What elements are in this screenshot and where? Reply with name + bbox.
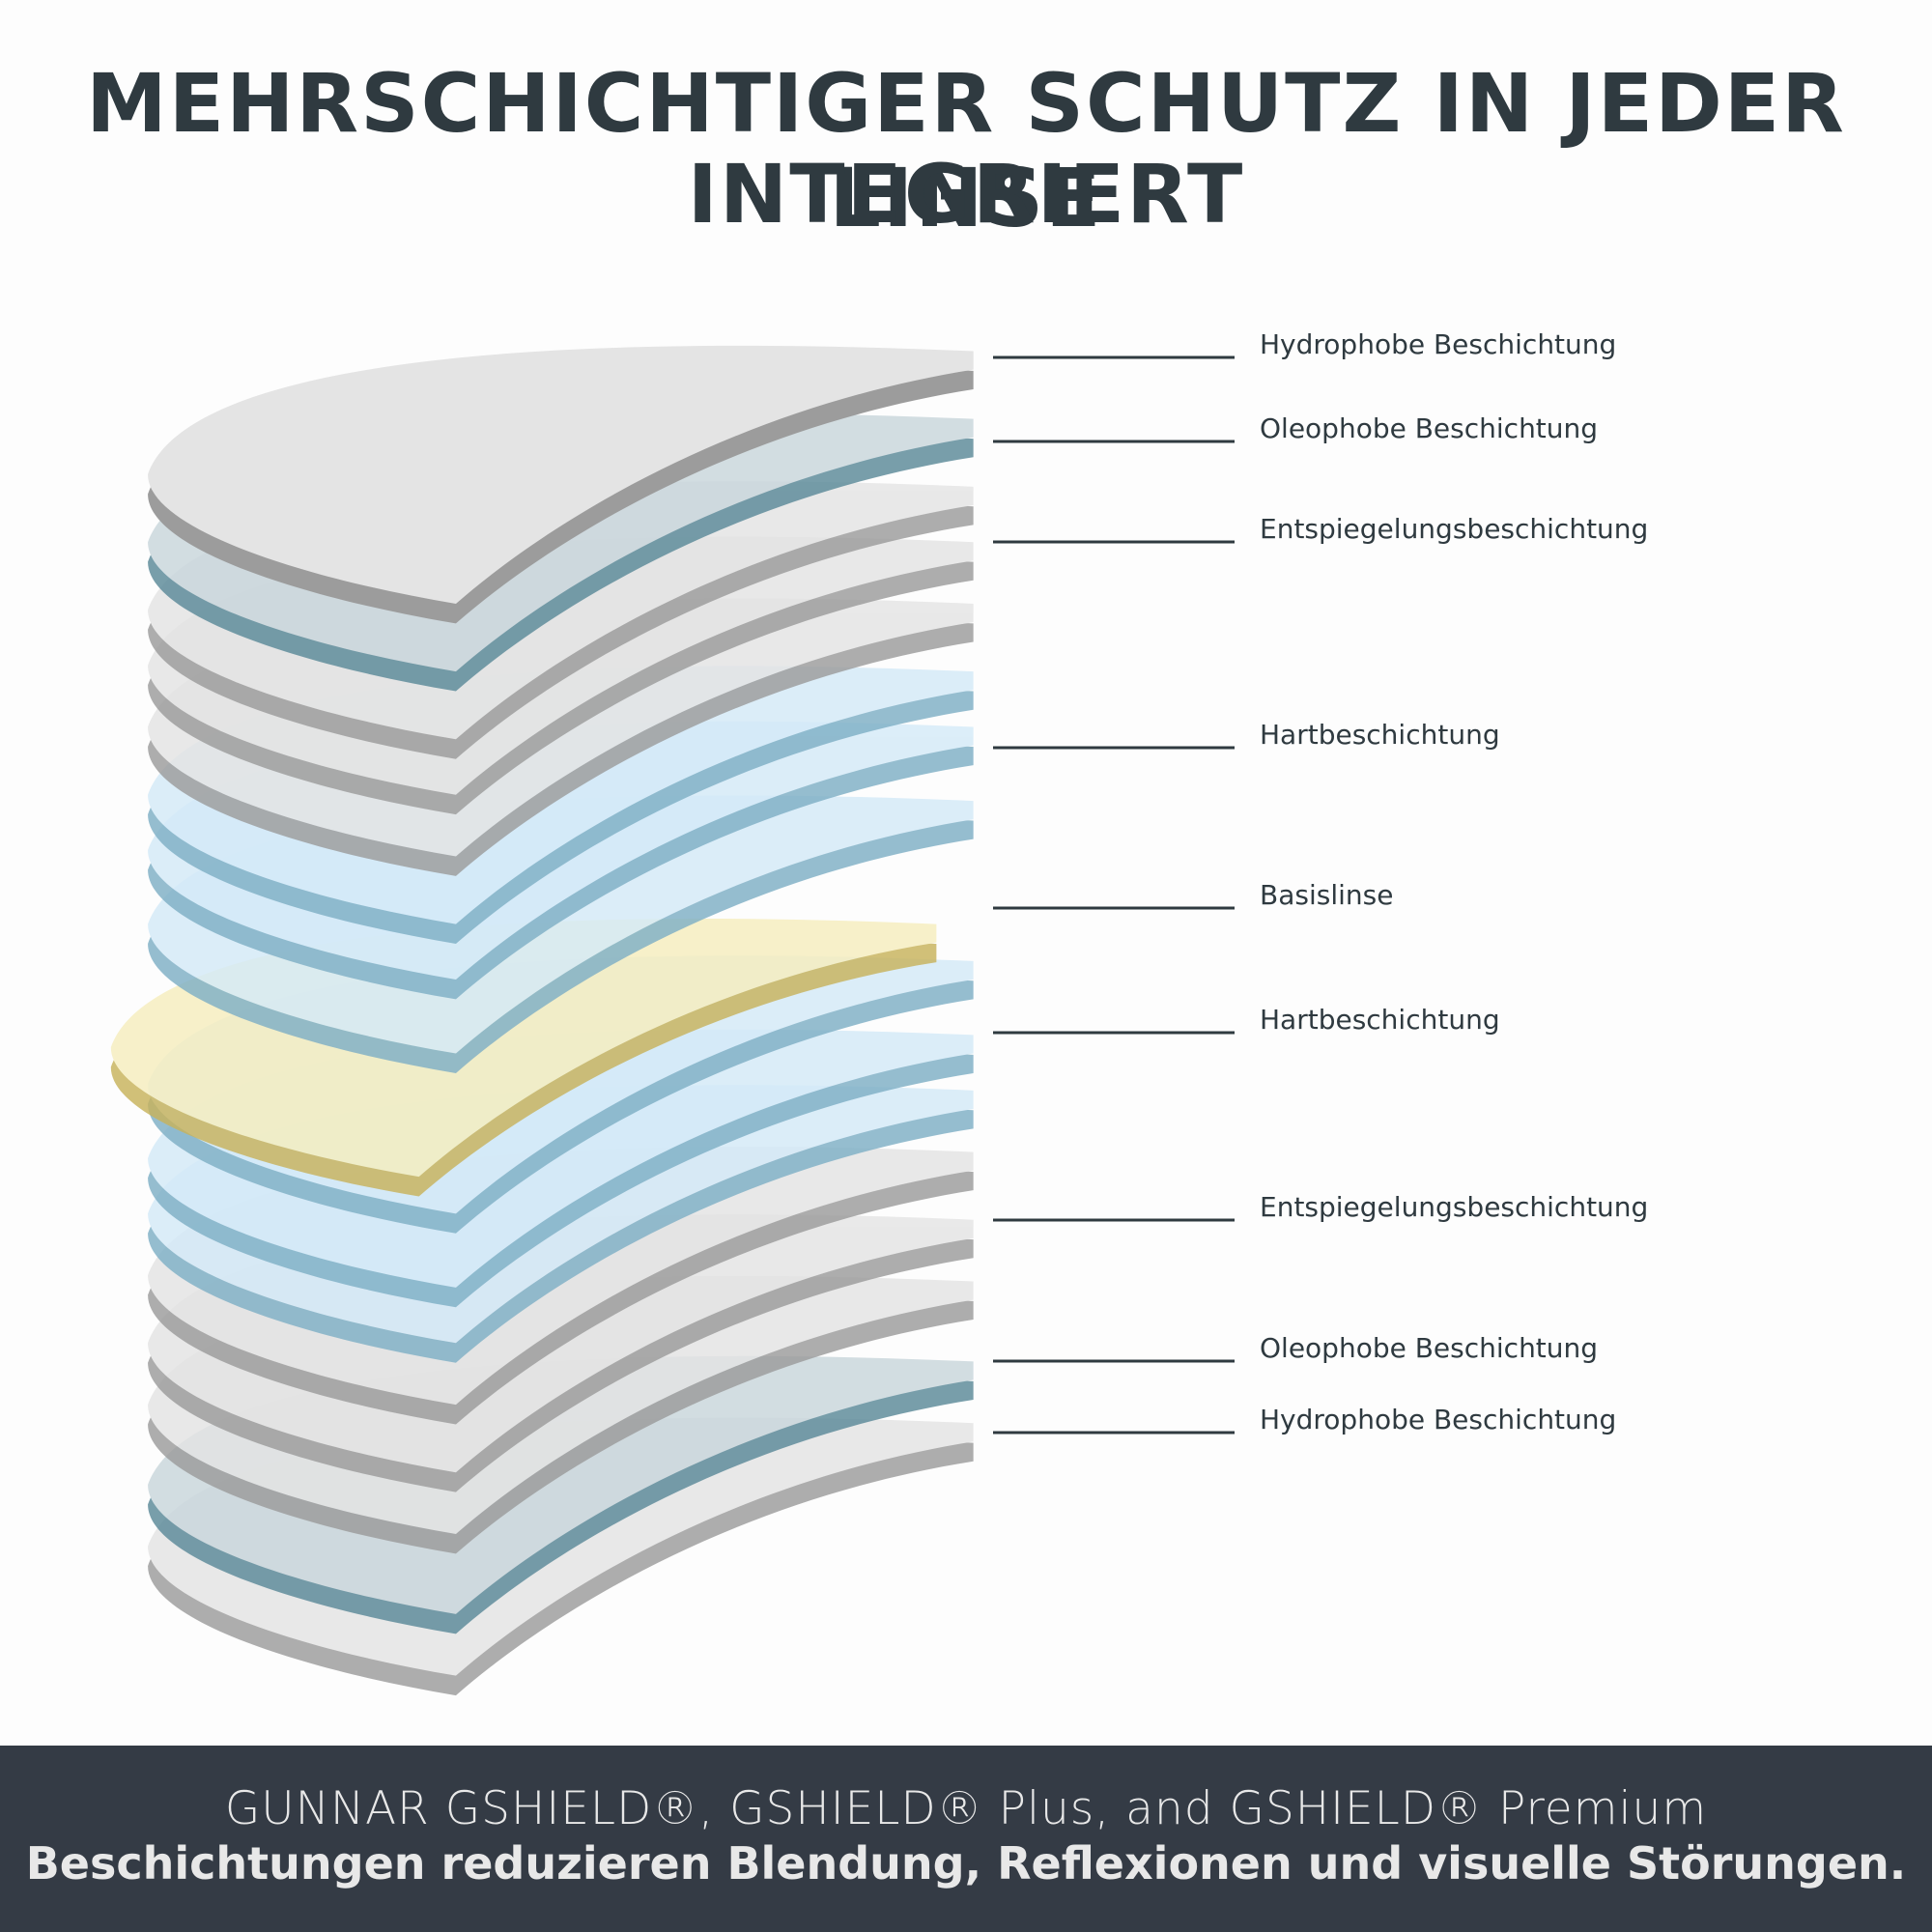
footer: GUNNAR GSHIELD®, GSHIELD® Plus, and GSHI… xyxy=(0,1746,1932,1932)
leader-lines xyxy=(993,355,1235,1435)
layer-label: Oleophobe Beschichtung xyxy=(1260,1332,1599,1364)
layer-label: Basislinse xyxy=(1260,879,1394,911)
layer-label: Hartbeschichtung xyxy=(1260,719,1500,751)
layer-label: Entspiegelungsbeschichtung xyxy=(1260,1191,1649,1223)
layer-label: Hydrophobe Beschichtung xyxy=(1260,1404,1617,1435)
footer-line: Beschichtungen reduzieren Blendung, Refl… xyxy=(25,1837,1907,1889)
layer-face xyxy=(148,345,974,604)
layer-label: Hartbeschichtung xyxy=(1260,1004,1500,1036)
footer-line: GUNNAR GSHIELD®, GSHIELD® Plus, and GSHI… xyxy=(224,1782,1708,1835)
layer-label: Entspiegelungsbeschichtung xyxy=(1260,513,1649,545)
title-line: INTEGRIERT xyxy=(687,147,1245,242)
title-line: MEHRSCHICHTIGER SCHUTZ IN JEDER LINSE xyxy=(86,56,1846,245)
lens-layer xyxy=(148,345,974,624)
lens-diagram xyxy=(110,345,1235,1696)
layer-label: Hydrophobe Beschichtung xyxy=(1260,328,1617,360)
lens-stack xyxy=(110,345,974,1696)
layer-label: Oleophobe Beschichtung xyxy=(1260,412,1599,444)
